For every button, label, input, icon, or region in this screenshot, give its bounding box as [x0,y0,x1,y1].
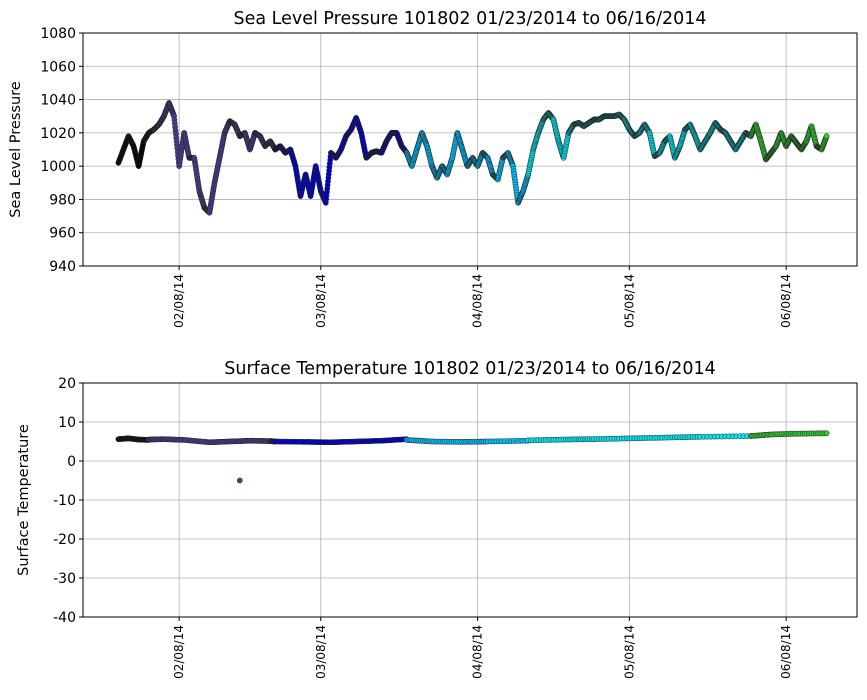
y-tick-label: -10 [53,493,76,509]
axes-frame [82,32,858,267]
series-1 [150,100,279,216]
data-point [823,133,830,140]
data-points [115,430,830,484]
gridlines [83,32,857,267]
y-axis-label: Sea Level Pressure [8,81,24,217]
x-tick-label: 05/08/14 [622,274,636,328]
series-2 [236,477,243,484]
series-1 [145,436,279,446]
data-point [823,430,830,437]
y-tick-label: 1060 [40,59,76,75]
series-5 [525,433,754,444]
y-tick-label: -30 [53,571,76,587]
data-points [115,100,830,216]
y-tick-label: 20 [58,376,76,392]
y-tick-label: 0 [67,454,76,470]
y-tick-label: 980 [49,192,76,208]
y-tick-label: 10 [58,415,76,431]
series-0 [115,126,157,169]
x-tick-label: 06/08/14 [779,274,793,328]
series-4 [403,437,532,445]
chart-title: Sea Level Pressure 101802 01/23/2014 to … [234,9,707,29]
gridlines [83,382,857,618]
x-tick-label: 04/08/14 [471,274,485,328]
chart-title: Surface Temperature 101802 01/23/2014 to… [224,359,715,379]
x-tick-label: 02/08/14 [172,625,186,679]
y-tick-label: 1080 [40,26,76,42]
x-tick-label: 02/08/14 [172,274,186,328]
y-tick-label: -20 [53,532,76,548]
pressure-panel: 940 960 980 1000 1020 1040 1060 1080 02/08/14 03/… [8,9,858,328]
y-tick-label: 1020 [40,126,76,142]
series-3 [403,130,532,206]
x-tick-label: 03/08/14 [314,274,328,328]
temperature-panel: -40 -30 -20 -10 0 10 20 02/08/14 03/08/14 04/08/1… [16,359,858,679]
y-tick-label: 940 [49,259,76,275]
y-tick-label: 1040 [40,93,76,109]
y-tick-label: 1000 [40,159,76,175]
x-tick-label: 04/08/14 [471,625,485,679]
series-4 [525,110,754,178]
y-axis-label: Surface Temperature [16,424,32,576]
data-point [236,477,243,484]
x-tick-label: 05/08/14 [622,625,636,679]
x-tick-label: 03/08/14 [314,625,328,679]
series-2 [272,115,410,206]
series-3 [272,436,410,446]
x-tick-label: 06/08/14 [779,625,793,679]
series-6 [747,430,830,439]
y-tick-label: -40 [53,610,76,626]
y-tick-label: 960 [49,226,76,242]
series-5 [747,121,830,163]
